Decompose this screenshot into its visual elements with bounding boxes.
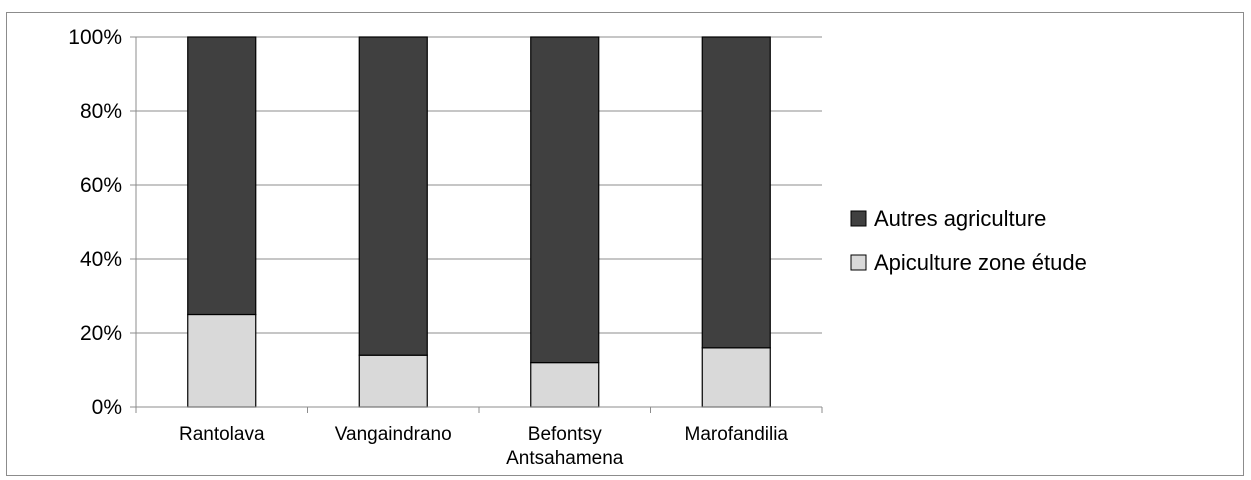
legend-label: Apiculture zone étude (874, 250, 1087, 275)
y-tick-label: 40% (80, 248, 122, 271)
x-tick-labels: Rantolava Vangaindrano Befontsy Antsahamena… (179, 424, 788, 469)
x-tick-label: Befontsy Antsahamena (506, 424, 624, 469)
y-tick-label: 0% (92, 396, 122, 419)
legend-swatch (850, 210, 867, 227)
legend: Autres agriculture Apiculture zone étude (850, 206, 1087, 275)
y-tick-label: 100% (68, 26, 122, 49)
bars (187, 36, 771, 408)
bar-segment (701, 347, 771, 408)
x-tick-label: Marofandilia (685, 424, 789, 445)
bar-segment (530, 36, 600, 364)
bar-segment (358, 36, 428, 356)
bar-segment (358, 354, 428, 408)
legend-swatch (850, 254, 867, 271)
bar-segment (701, 36, 771, 349)
bar-segment (530, 362, 600, 408)
y-tick-label: 20% (80, 322, 122, 345)
y-tick-label: 80% (80, 100, 122, 123)
axes (130, 36, 823, 413)
x-tick-label: Rantolava (179, 424, 265, 445)
bar-segment (187, 313, 257, 408)
y-tick-label: 60% (80, 174, 122, 197)
bar-segment (187, 36, 257, 316)
y-tick-labels: 0% 20% 40% 60% 80% 100% (68, 26, 122, 419)
x-tick-label: Vangaindrano (335, 424, 452, 445)
legend-label: Autres agriculture (874, 206, 1046, 231)
